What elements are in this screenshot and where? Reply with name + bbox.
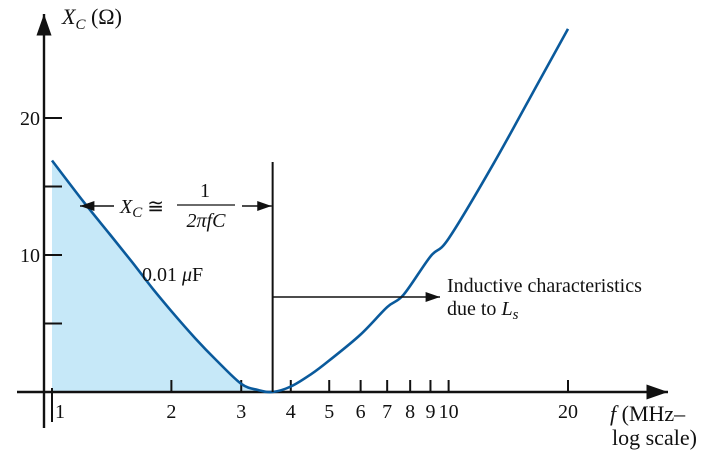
y-tick-label: 10: [20, 245, 40, 267]
inductive-label-line1: Inductive characteristics: [447, 275, 642, 297]
x-axis-title-line2: log scale): [612, 425, 697, 450]
y-tick-label: 20: [20, 108, 40, 130]
x-axis-title-line1: f (MHz–: [610, 401, 686, 426]
formula-denominator: 2πfC: [187, 210, 227, 232]
x-tick-label: 2: [166, 401, 176, 423]
x-tick-label: 6: [356, 401, 366, 423]
shaded-region: [52, 160, 273, 392]
x-tick-label: 7: [382, 401, 392, 423]
inductive-label-line2: due to Ls: [447, 298, 519, 323]
series-label: 0.01 μF: [142, 264, 203, 286]
x-tick-label: 5: [324, 401, 334, 423]
series-curve: [50, 28, 570, 394]
x-tick-label: 4: [286, 401, 296, 423]
x-tick-label: 20: [558, 401, 578, 423]
x-tick-label: 9: [425, 401, 435, 423]
area-under-curve: [52, 160, 273, 392]
x-tick-label: 10: [439, 401, 459, 423]
series-curve-layer: [50, 28, 570, 394]
formula-lhs: XC ≅: [119, 196, 164, 221]
formula-numerator: 1: [200, 180, 210, 202]
y-axis-title: XC (Ω): [61, 4, 122, 33]
x-tick-label: 1: [55, 401, 65, 423]
x-tick-label: 8: [405, 401, 415, 423]
annotations: XC ≅ 1 2πfC 0.01 μF Inductive characteristi…: [80, 162, 642, 392]
x-tick-label: 3: [236, 401, 246, 423]
